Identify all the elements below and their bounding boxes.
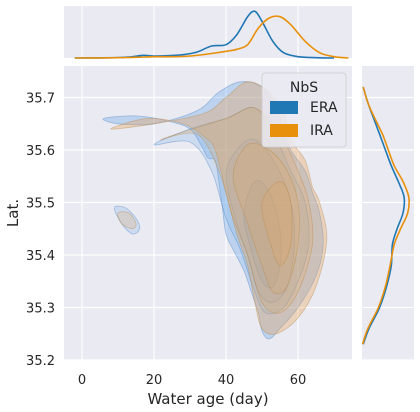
kde-contour-era-level-3: [153, 106, 310, 315]
kde-contour-era-level-2: [113, 205, 141, 235]
right-marginal-density: [361, 86, 410, 345]
y-tick-label: 35.7: [26, 92, 55, 107]
legend-label-era: ERA: [310, 100, 338, 116]
y-axis-title: Lat.: [4, 199, 22, 227]
y-tick-label: 35.5: [26, 197, 55, 212]
kde-contour-ira-level-2: [117, 211, 137, 230]
x-tick-label: 40: [218, 373, 235, 388]
kde-contour-era-level-5: [243, 180, 282, 289]
right-marginal-line-ira: [361, 86, 410, 345]
kde-contour-era-level-4: [225, 138, 295, 303]
y-tick-label: 35.6: [26, 144, 55, 159]
x-tick-label: 60: [290, 373, 307, 388]
top-marginal-panel: [64, 6, 352, 58]
right-marginal-panel: [362, 66, 414, 360]
y-tick-label: 35.2: [26, 354, 55, 369]
legend-swatch-ira: [270, 124, 298, 137]
y-tick-label: 35.3: [26, 302, 55, 317]
kde-contour-ira-level-3: [160, 107, 314, 314]
top-marginal-density: [74, 10, 349, 59]
grid-lines: [64, 6, 414, 361]
legend-swatch-era: [270, 101, 298, 114]
legend: NbS ERA IRA: [261, 72, 347, 148]
legend-title: NbS: [290, 80, 318, 96]
x-tick-label: 20: [146, 373, 163, 388]
x-axis-title: Water age (day): [147, 390, 268, 408]
legend-label-ira: IRA: [310, 123, 333, 139]
y-tick-label: 35.4: [26, 249, 55, 264]
right-marginal-line-era: [362, 86, 406, 345]
kde-contour-ira-level-5: [261, 181, 293, 266]
x-tick-label: 0: [78, 373, 86, 388]
tick-labels: 0 20 40 60 35.2 35.3 35.4 35.5 35.6 35.7: [26, 92, 306, 389]
top-marginal-line-ira: [74, 15, 349, 59]
